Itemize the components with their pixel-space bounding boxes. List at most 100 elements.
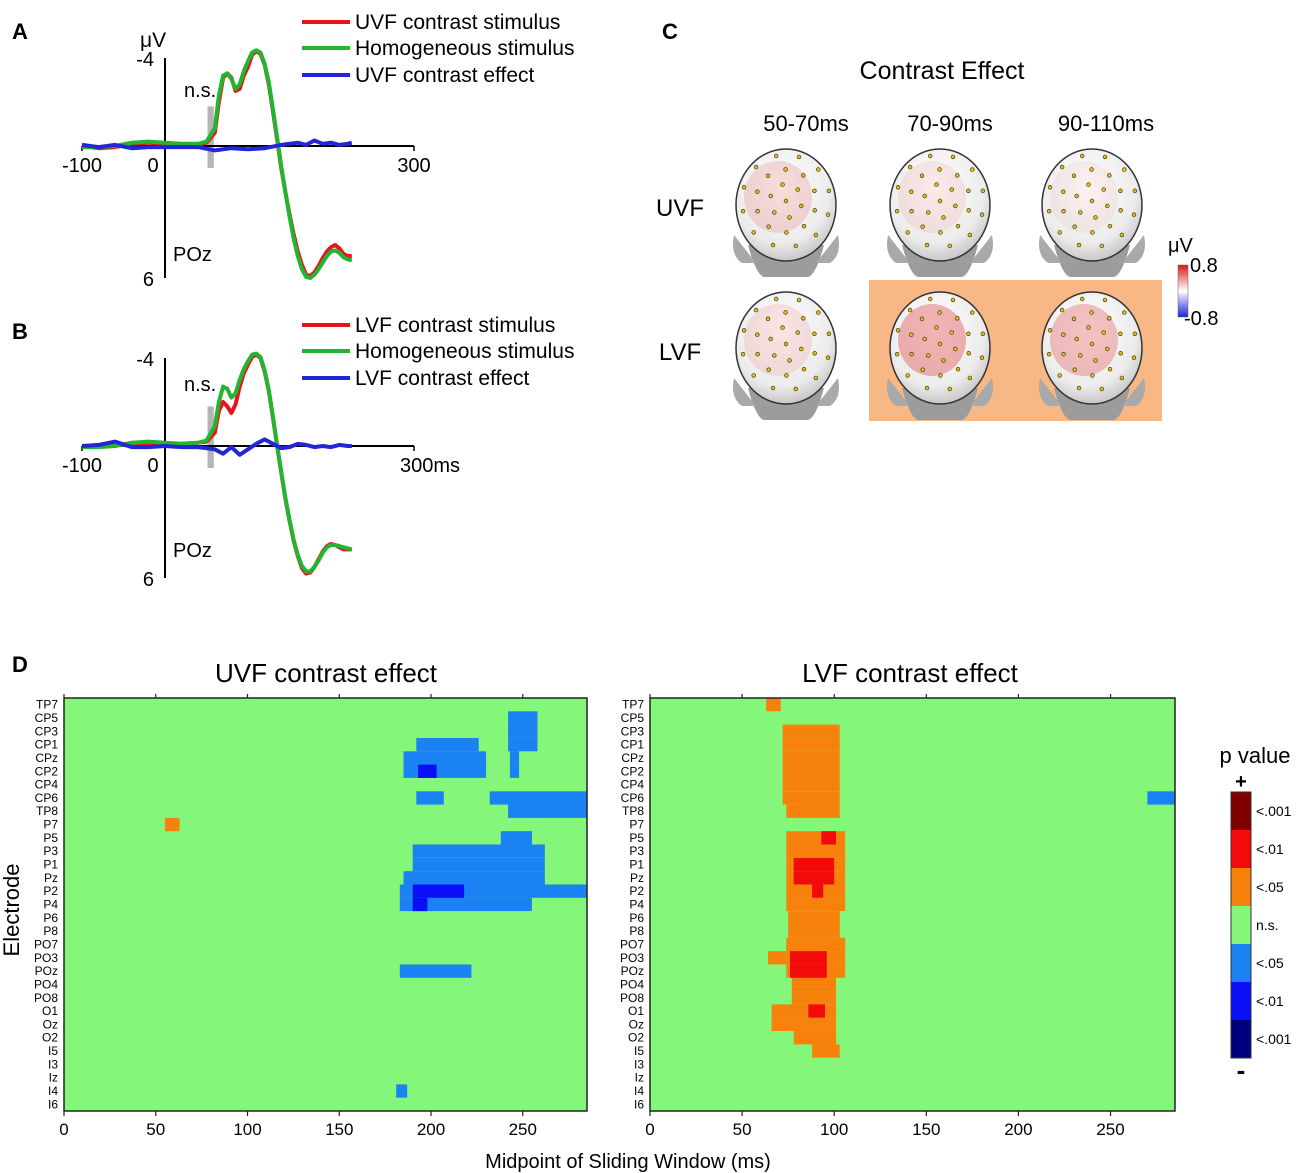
electrode-label: CP5	[621, 711, 645, 725]
electrode-dot	[1122, 167, 1127, 172]
electrode-label: I6	[48, 1097, 58, 1111]
electrode-dot	[922, 336, 927, 342]
pvalue-legend-label: <.01	[1256, 993, 1284, 1009]
heatmap-cell-neg05	[508, 738, 538, 752]
electrode-dot	[795, 330, 800, 335]
electrode-dot	[907, 164, 913, 170]
scalp-map-uvf-1	[887, 148, 993, 277]
electrode-dot	[770, 242, 776, 248]
head-ear-right	[1122, 378, 1145, 406]
electrode-dot	[740, 352, 746, 357]
electrode-label: O1	[628, 1004, 644, 1018]
heatmap-cell-pos01	[793, 871, 835, 885]
electrode-dot	[1074, 193, 1079, 199]
electrode-dot	[753, 307, 759, 313]
heatmap-cell-pos05	[786, 804, 840, 818]
electrode-dot	[1107, 316, 1112, 321]
electrode-dot	[895, 328, 901, 333]
activation-blob	[898, 304, 966, 376]
electrode-dot	[905, 230, 910, 235]
electrode-dot	[966, 331, 971, 336]
heatmap-right-title: LVF contrast effect	[802, 658, 1019, 688]
electrode-dot	[1076, 385, 1082, 391]
electrode-label: P2	[629, 884, 644, 898]
pvalue-legend-label: <.001	[1256, 1031, 1292, 1047]
electrode-label: I3	[48, 1057, 58, 1071]
electrode-dot	[813, 375, 819, 381]
legend-label-lvf-contrast: LVF contrast stimulus	[355, 314, 555, 337]
electrode-dot	[780, 325, 785, 330]
head-scalp	[735, 148, 837, 262]
pvalue-legend-swatch-pos001	[1231, 792, 1251, 830]
electrode-dot	[966, 208, 971, 213]
heatmap-cell-neg05	[399, 897, 532, 912]
pvalue-legend-swatch-ns	[1231, 906, 1251, 944]
electrode-dot	[1086, 325, 1091, 330]
window-label-50-70: 50-70ms	[763, 111, 849, 136]
activation-blob	[744, 161, 812, 233]
electrode-dot	[947, 386, 952, 392]
head-ear-left	[733, 235, 756, 263]
pvalue-legend-swatch-neg05	[1231, 944, 1251, 982]
panel-a-series	[81, 48, 353, 280]
head-ear-left	[1039, 235, 1062, 263]
electrode-dot	[955, 367, 961, 372]
electrode-dot	[741, 328, 747, 333]
electrode-dot	[907, 307, 913, 313]
electrode-dot	[1101, 187, 1106, 192]
electrode-dot	[801, 367, 807, 372]
electrode-dot	[768, 336, 773, 342]
heatmap-cell-neg05	[508, 711, 538, 725]
heatmap-cell-pos05	[782, 738, 840, 752]
electrode-label: Oz	[43, 1017, 58, 1031]
electrode-dot	[772, 210, 777, 215]
series-line-uvf-contrast-stimulus	[81, 49, 352, 278]
electrode-label: I6	[634, 1097, 644, 1111]
electrode-dot	[1131, 212, 1137, 217]
electrode-dot	[741, 185, 747, 190]
activation-blob	[1050, 161, 1118, 233]
electrode-dot	[1090, 373, 1095, 378]
panel-c: C Contrast Effect 50-70ms 70-90ms 90-110…	[656, 19, 1218, 421]
colorbar-unit: μV	[1168, 235, 1194, 257]
electrode-label: CP4	[35, 778, 59, 792]
electrode-dot	[937, 167, 942, 172]
electrode-dot	[980, 331, 986, 336]
panel-a-xtick: 0	[147, 155, 158, 177]
series-line-homogeneous-stimulus	[82, 351, 353, 574]
panel-a-xtick: -100	[62, 155, 102, 177]
electrode-dot	[755, 352, 760, 357]
electrode-dot	[950, 297, 956, 303]
legend-label-homogeneous-b: Homogeneous stimulus	[355, 340, 574, 363]
scalp-map-lvf-0	[733, 291, 839, 420]
heatmap-cell-neg05	[489, 791, 587, 805]
heatmap-cell-neg01	[412, 884, 465, 898]
electrode-dot	[766, 367, 771, 372]
electrode-dot	[919, 316, 925, 321]
electrode-dot	[783, 310, 788, 315]
heatmap-xtick-label: 50	[733, 1120, 752, 1139]
electrode-dot	[920, 224, 925, 229]
heatmap-cell-pos05	[786, 831, 846, 845]
electrode-label: CP1	[621, 738, 645, 752]
heatmap-cell-neg01	[412, 897, 428, 912]
electrode-label: P4	[43, 898, 58, 912]
scalp-map-uvf-0	[733, 148, 839, 277]
heatmap-background	[650, 698, 1175, 1111]
head-ear-left	[1039, 378, 1062, 406]
electrode-dot	[826, 331, 832, 336]
heatmap-xtick-label: 50	[146, 1120, 165, 1139]
panel-c-title: Contrast Effect	[860, 57, 1025, 85]
electrode-dot	[895, 185, 901, 190]
electrode-dot	[1086, 182, 1091, 187]
electrode-dot	[783, 198, 789, 204]
electrode-dot	[812, 188, 817, 194]
electrode-dot	[1047, 328, 1053, 333]
electrode-dot	[967, 232, 973, 238]
heatmap-cell-pos05	[766, 698, 781, 712]
heatmap-left: TP7CP5CP3CP1CPzCP2CP4CP6TP8P7P5P3P1PzP2P…	[34, 694, 588, 1139]
electrode-dot	[801, 224, 807, 229]
electrode-dot	[740, 209, 746, 214]
pvalue-legend-label: <.05	[1256, 879, 1284, 895]
